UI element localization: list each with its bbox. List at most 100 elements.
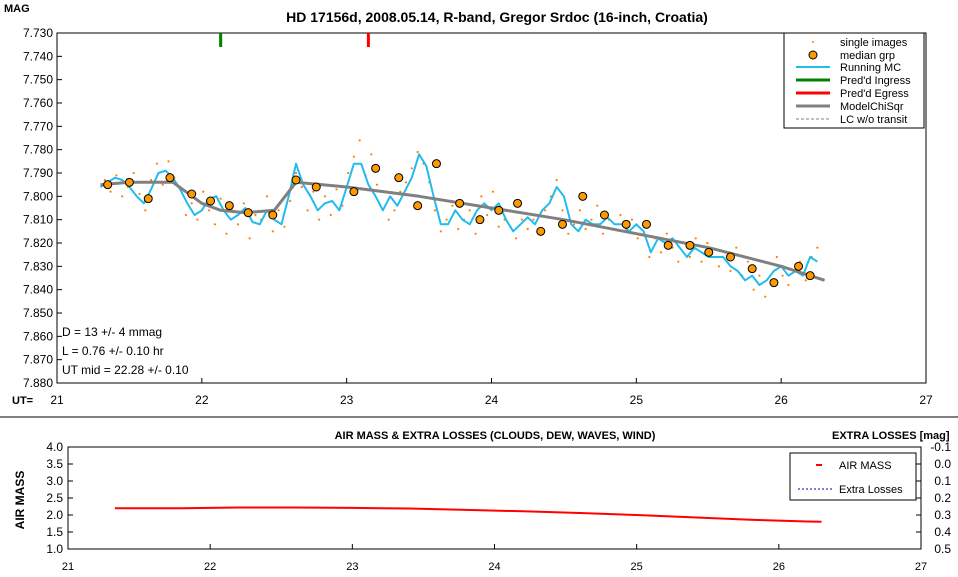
airmass-x-tick-label: 25 xyxy=(631,561,643,573)
median-group-point xyxy=(103,180,113,190)
airmass-chart-ylabel: AIR MASS xyxy=(13,471,27,530)
single-image-point xyxy=(787,283,790,287)
single-image-point xyxy=(375,183,379,186)
median-group-point xyxy=(663,240,673,250)
single-image-point xyxy=(804,279,807,282)
single-image-point xyxy=(265,195,269,198)
airmass-y2-axis: -0.1 0.0 0.1 0.2 0.3 0.4 0.5 xyxy=(916,440,951,556)
main-y-tick-label: 7.810 xyxy=(23,213,53,227)
legend-single-swatch xyxy=(812,41,814,43)
airmass-x-tick-label: 27 xyxy=(915,561,927,573)
airmass-x-axis: 21 22 23 24 25 26 27 xyxy=(62,544,927,573)
main-chart-title: HD 17156d, 2008.05.14, R-band, Gregor Sr… xyxy=(286,9,708,25)
single-image-point xyxy=(132,171,135,175)
single-image-point xyxy=(352,155,356,158)
median-group-point xyxy=(494,205,504,215)
median-group-point xyxy=(725,252,735,262)
single-image-point xyxy=(236,223,240,226)
main-x-tick-label: 23 xyxy=(340,393,354,407)
airmass-line xyxy=(114,506,822,523)
median-group-point xyxy=(224,201,234,211)
airmass-y-axis: 4.0 3.5 3.0 2.5 2.0 1.5 1.0 xyxy=(46,440,73,556)
single-image-point xyxy=(439,230,442,233)
model-line xyxy=(100,180,826,282)
single-image-point xyxy=(816,246,819,249)
single-image-point xyxy=(358,139,361,142)
main-y-tick-label: 7.780 xyxy=(23,143,53,157)
median-group-point xyxy=(578,191,588,201)
median-group-point xyxy=(599,210,609,220)
single-image-point xyxy=(347,171,350,175)
airmass-y2-tick-label: 0.1 xyxy=(934,474,951,488)
main-y-tick-label: 7.800 xyxy=(23,189,53,203)
main-x-tick-label: 22 xyxy=(195,393,209,407)
median-group-point xyxy=(769,278,779,288)
single-image-point xyxy=(700,260,703,263)
single-image-point xyxy=(659,251,663,254)
median-group-point xyxy=(641,219,651,229)
median-group-point xyxy=(206,196,216,206)
single-image-point xyxy=(335,188,338,191)
single-image-point xyxy=(115,174,118,177)
single-image-point xyxy=(184,213,188,217)
single-image-point xyxy=(526,227,529,231)
single-image-point xyxy=(202,190,205,193)
airmass-y2-tick-label: -0.1 xyxy=(930,440,951,454)
midtime-annotation: UT mid = 22.28 +/- 0.10 xyxy=(62,363,189,377)
main-y-tick-label: 7.790 xyxy=(23,166,53,180)
single-image-point xyxy=(474,232,477,235)
airmass-x-tick-label: 24 xyxy=(488,561,500,573)
legend-extra-label: Extra Losses xyxy=(839,484,903,496)
airmass-y2-tick-label: 0.5 xyxy=(934,542,951,556)
single-image-point xyxy=(213,223,216,226)
median-group-point xyxy=(311,182,321,192)
single-image-point xyxy=(630,218,634,221)
single-image-point xyxy=(694,237,697,240)
single-image-point xyxy=(155,162,159,165)
single-image-point xyxy=(746,260,749,263)
median-group-point xyxy=(143,194,153,204)
airmass-y2-tick-label: 0.0 xyxy=(934,457,951,471)
airmass-chart-marks xyxy=(114,506,822,523)
single-image-point xyxy=(486,213,489,217)
median-group-point xyxy=(394,173,404,183)
main-y-axis: 7.730 7.740 7.750 7.760 7.770 7.780 7.790 7.800… xyxy=(23,26,62,390)
main-chart-marks xyxy=(99,33,826,298)
single-image-point xyxy=(648,255,651,259)
single-image-point xyxy=(196,218,199,221)
single-image-point xyxy=(445,218,448,221)
single-image-point xyxy=(289,199,292,203)
single-image-point xyxy=(294,171,298,175)
main-x-tick-label: 25 xyxy=(630,393,644,407)
single-image-point xyxy=(150,178,153,182)
length-annotation: L = 0.76 +/- 0.10 hr xyxy=(62,344,164,358)
single-image-point xyxy=(688,255,692,259)
single-image-point xyxy=(764,295,767,298)
running-mean-line xyxy=(99,153,818,286)
legend-model-label: ModelChiSqr xyxy=(840,101,904,113)
median-group-point xyxy=(475,215,485,225)
airmass-y-tick-label: 4.0 xyxy=(46,440,63,454)
single-image-point xyxy=(410,167,413,170)
median-group-point xyxy=(124,177,134,187)
single-image-point xyxy=(572,223,576,226)
single-image-point xyxy=(283,225,286,228)
single-image-point xyxy=(561,209,564,212)
single-image-point xyxy=(532,218,535,221)
legend-ingress-label: Pred'd Ingress xyxy=(840,75,911,87)
median-group-point xyxy=(794,261,804,271)
airmass-y2-tick-label: 0.4 xyxy=(934,525,951,539)
single-image-point xyxy=(636,237,639,240)
median-group-point xyxy=(747,264,757,274)
single-image-point xyxy=(242,202,245,205)
single-image-point xyxy=(399,190,402,193)
main-chart: HD 17156d, 2008.05.14, R-band, Gregor Sr… xyxy=(4,3,933,407)
single-image-point xyxy=(775,255,778,259)
airmass-y-tick-label: 3.5 xyxy=(46,457,63,471)
main-y-tick-label: 7.740 xyxy=(23,49,53,63)
single-image-point xyxy=(433,209,437,212)
airmass-chart: AIR MASS & EXTRA LOSSES (CLOUDS, DEW, WA… xyxy=(0,416,958,573)
single-image-point xyxy=(109,190,112,193)
single-image-point xyxy=(225,232,228,235)
